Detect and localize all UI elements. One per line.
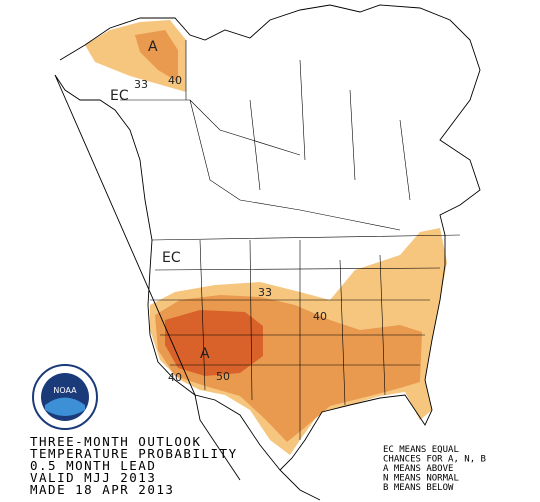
ec-label: EC — [110, 88, 129, 104]
logo-wave — [45, 397, 85, 416]
title-line: THREE-MONTH OUTLOOK — [30, 434, 202, 449]
political-boundaries — [150, 40, 461, 440]
logo-text: NOAA — [53, 386, 77, 395]
legend-line: N MEANS NORMAL — [383, 474, 459, 484]
contour-label: 40 — [313, 310, 327, 323]
us-above-50 — [165, 310, 263, 376]
title-line: MADE 18 APR 2013 — [30, 482, 174, 497]
ec-label: EC — [162, 250, 181, 266]
contour-label: 40 — [168, 74, 182, 87]
legend-line: CHANCES FOR A, N, B — [383, 455, 486, 465]
contour-label: 50 — [216, 370, 230, 383]
boundary — [120, 99, 301, 156]
legend-line: B MEANS BELOW — [383, 483, 454, 493]
title-line: VALID MJJ 2013 — [30, 470, 156, 485]
contour-label: 40 — [168, 371, 182, 384]
contour-label: 33 — [258, 286, 272, 299]
title-line: TEMPERATURE PROBABILITY — [30, 446, 238, 461]
legend-line: EC MEANS EQUAL — [383, 445, 459, 455]
legend-line: A MEANS ABOVE — [383, 464, 453, 474]
category-label: A — [200, 346, 210, 362]
continent-outline — [54, 4, 481, 501]
title-line: 0.5 MONTH LEAD — [30, 458, 156, 473]
category-label: A — [148, 39, 158, 55]
alaska-above-40 — [135, 30, 178, 82]
contour-label: 33 — [134, 78, 148, 91]
